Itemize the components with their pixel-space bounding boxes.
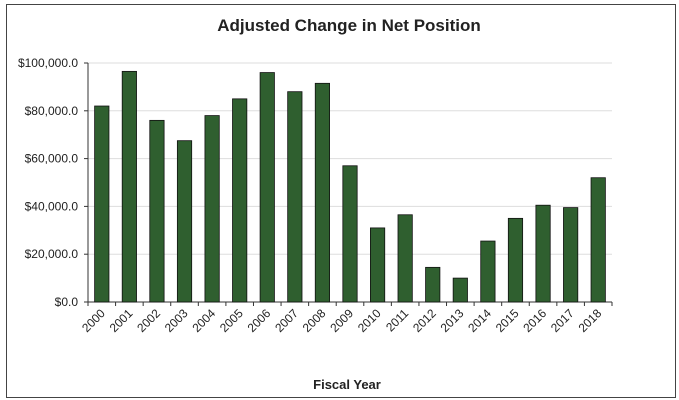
bar [121, 70, 137, 303]
bar [397, 214, 413, 303]
bar [452, 277, 468, 303]
bar [204, 115, 220, 303]
y-tick-label: $0.0 [55, 295, 79, 309]
y-tick-label: $20,000.0 [25, 247, 79, 261]
bar [314, 82, 330, 303]
chart-title: Adjusted Change in Net Position [217, 16, 481, 35]
y-tick-label: $60,000.0 [25, 152, 79, 166]
bar [176, 140, 193, 303]
bar [563, 207, 579, 303]
chart-frame [6, 4, 676, 398]
bar [232, 98, 248, 303]
bar [370, 227, 386, 303]
bar [535, 204, 551, 303]
bar [149, 119, 165, 303]
x-axis-title: Fiscal Year [313, 377, 381, 392]
bar [507, 217, 524, 303]
bar [287, 91, 303, 303]
bar [425, 266, 441, 303]
bar [342, 165, 358, 303]
bar [480, 240, 496, 303]
bar [259, 72, 275, 303]
y-tick-label: $100,000.0 [18, 56, 78, 70]
bar [590, 177, 606, 303]
bar [94, 105, 110, 303]
y-tick-label: $40,000.0 [25, 199, 79, 213]
y-tick-label: $80,000.0 [25, 104, 79, 118]
